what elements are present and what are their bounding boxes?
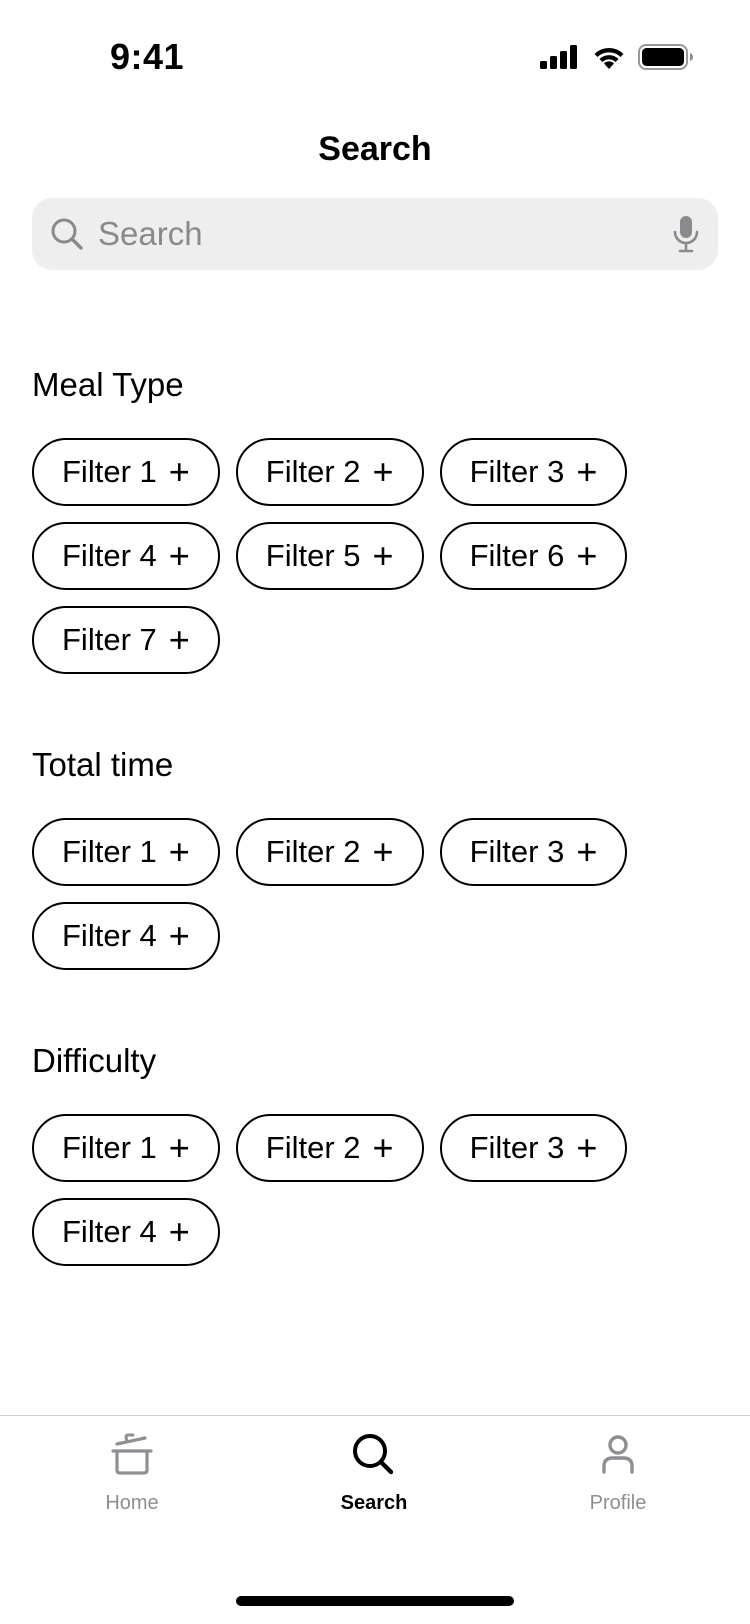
home-indicator	[236, 1596, 514, 1606]
filter-chip-group: Filter 1 + Filter 2 + Filter 3 + Filter 4 +	[32, 818, 632, 970]
filter-chip-label: Filter 1	[62, 1130, 157, 1165]
tab-home[interactable]: Home	[42, 1430, 222, 1530]
filter-chip-label: Filter 2	[265, 454, 361, 489]
filter-chip[interactable]: Filter 2 +	[235, 818, 424, 886]
plus-icon: +	[168, 1211, 190, 1252]
plus-icon: +	[168, 451, 190, 492]
search-icon	[349, 1430, 399, 1480]
plus-icon: +	[372, 1127, 394, 1168]
page-title: Search	[318, 130, 432, 168]
filter-chip-label: Filter 6	[469, 538, 565, 573]
filter-chip[interactable]: Filter 2 +	[235, 1114, 424, 1182]
battery-icon	[638, 44, 694, 70]
microphone-icon[interactable]	[672, 214, 700, 254]
tab-label: Search	[340, 1492, 408, 1514]
plus-icon: +	[168, 619, 190, 660]
search-icon	[50, 217, 84, 251]
tab-label: Home	[105, 1492, 159, 1514]
filter-chip-label: Filter 4	[62, 538, 157, 573]
plus-icon: +	[576, 535, 598, 576]
filter-chip[interactable]: Filter 2 +	[235, 438, 424, 506]
filter-chip[interactable]: Filter 1 +	[32, 1114, 220, 1182]
plus-icon: +	[372, 451, 394, 492]
section-meal-type: Meal Type Filter 1 + Filter 2 + Filter 3 + Fil…	[32, 366, 722, 674]
plus-icon: +	[168, 831, 190, 872]
filter-chip[interactable]: Filter 5 +	[235, 522, 424, 590]
filter-chip-label: Filter 1	[62, 834, 157, 869]
filter-chip-label: Filter 4	[62, 918, 157, 953]
filter-chip[interactable]: Filter 7 +	[32, 606, 220, 674]
tab-profile[interactable]: Profile	[528, 1430, 708, 1530]
filter-chip[interactable]: Filter 4 +	[32, 522, 220, 590]
plus-icon: +	[168, 915, 190, 956]
plus-icon: +	[372, 535, 394, 576]
tab-label: Profile	[589, 1492, 647, 1514]
filter-chip-label: Filter 1	[62, 454, 157, 489]
search-input[interactable]	[98, 215, 672, 253]
section-title: Difficulty	[32, 1042, 157, 1079]
filter-chip[interactable]: Filter 1 +	[32, 438, 220, 506]
section-total-time: Total time Filter 1 + Filter 2 + Filter 3 + Fi…	[32, 746, 722, 970]
status-time: 9:41	[110, 36, 185, 77]
plus-icon: +	[576, 831, 598, 872]
tab-bar: Home Search Profile	[0, 1415, 750, 1624]
section-difficulty: Difficulty Filter 1 + Filter 2 + Filter 3 + Fi…	[32, 1042, 722, 1266]
tab-search[interactable]: Search	[284, 1430, 464, 1530]
filter-chip[interactable]: Filter 3 +	[439, 818, 628, 886]
filter-chip-label: Filter 2	[265, 1130, 361, 1165]
filter-chip[interactable]: Filter 4 +	[32, 902, 220, 970]
plus-icon: +	[168, 535, 190, 576]
status-bar: 9:41	[0, 0, 750, 110]
plus-icon: +	[576, 451, 598, 492]
wifi-icon	[592, 44, 626, 70]
plus-icon: +	[168, 1127, 190, 1168]
filter-chip[interactable]: Filter 6 +	[439, 522, 628, 590]
filter-chip[interactable]: Filter 4 +	[32, 1198, 220, 1266]
filter-chip[interactable]: Filter 1 +	[32, 818, 220, 886]
filter-chip-group: Filter 1 + Filter 2 + Filter 3 + Filter 4 +	[32, 1114, 632, 1266]
filter-chip-label: Filter 3	[469, 1130, 565, 1165]
filter-chip-label: Filter 3	[469, 834, 565, 869]
filter-chip-label: Filter 3	[469, 454, 565, 489]
filter-chip[interactable]: Filter 3 +	[439, 1114, 628, 1182]
cellular-signal-icon	[540, 45, 580, 69]
plus-icon: +	[576, 1127, 598, 1168]
pot-icon	[107, 1430, 157, 1480]
filter-chip-label: Filter 7	[62, 622, 157, 657]
status-icons	[540, 44, 694, 70]
section-title: Meal Type	[32, 366, 184, 403]
plus-icon: +	[372, 831, 394, 872]
filter-chip-label: Filter 5	[265, 538, 361, 573]
search-bar[interactable]	[32, 198, 718, 270]
filter-chip[interactable]: Filter 3 +	[439, 438, 628, 506]
person-icon	[593, 1430, 643, 1480]
section-title: Total time	[32, 746, 174, 783]
filter-chip-label: Filter 2	[265, 834, 361, 869]
filter-chip-label: Filter 4	[62, 1214, 157, 1249]
filter-chip-group: Filter 1 + Filter 2 + Filter 3 + Filter 4 + Filt…	[32, 438, 632, 674]
